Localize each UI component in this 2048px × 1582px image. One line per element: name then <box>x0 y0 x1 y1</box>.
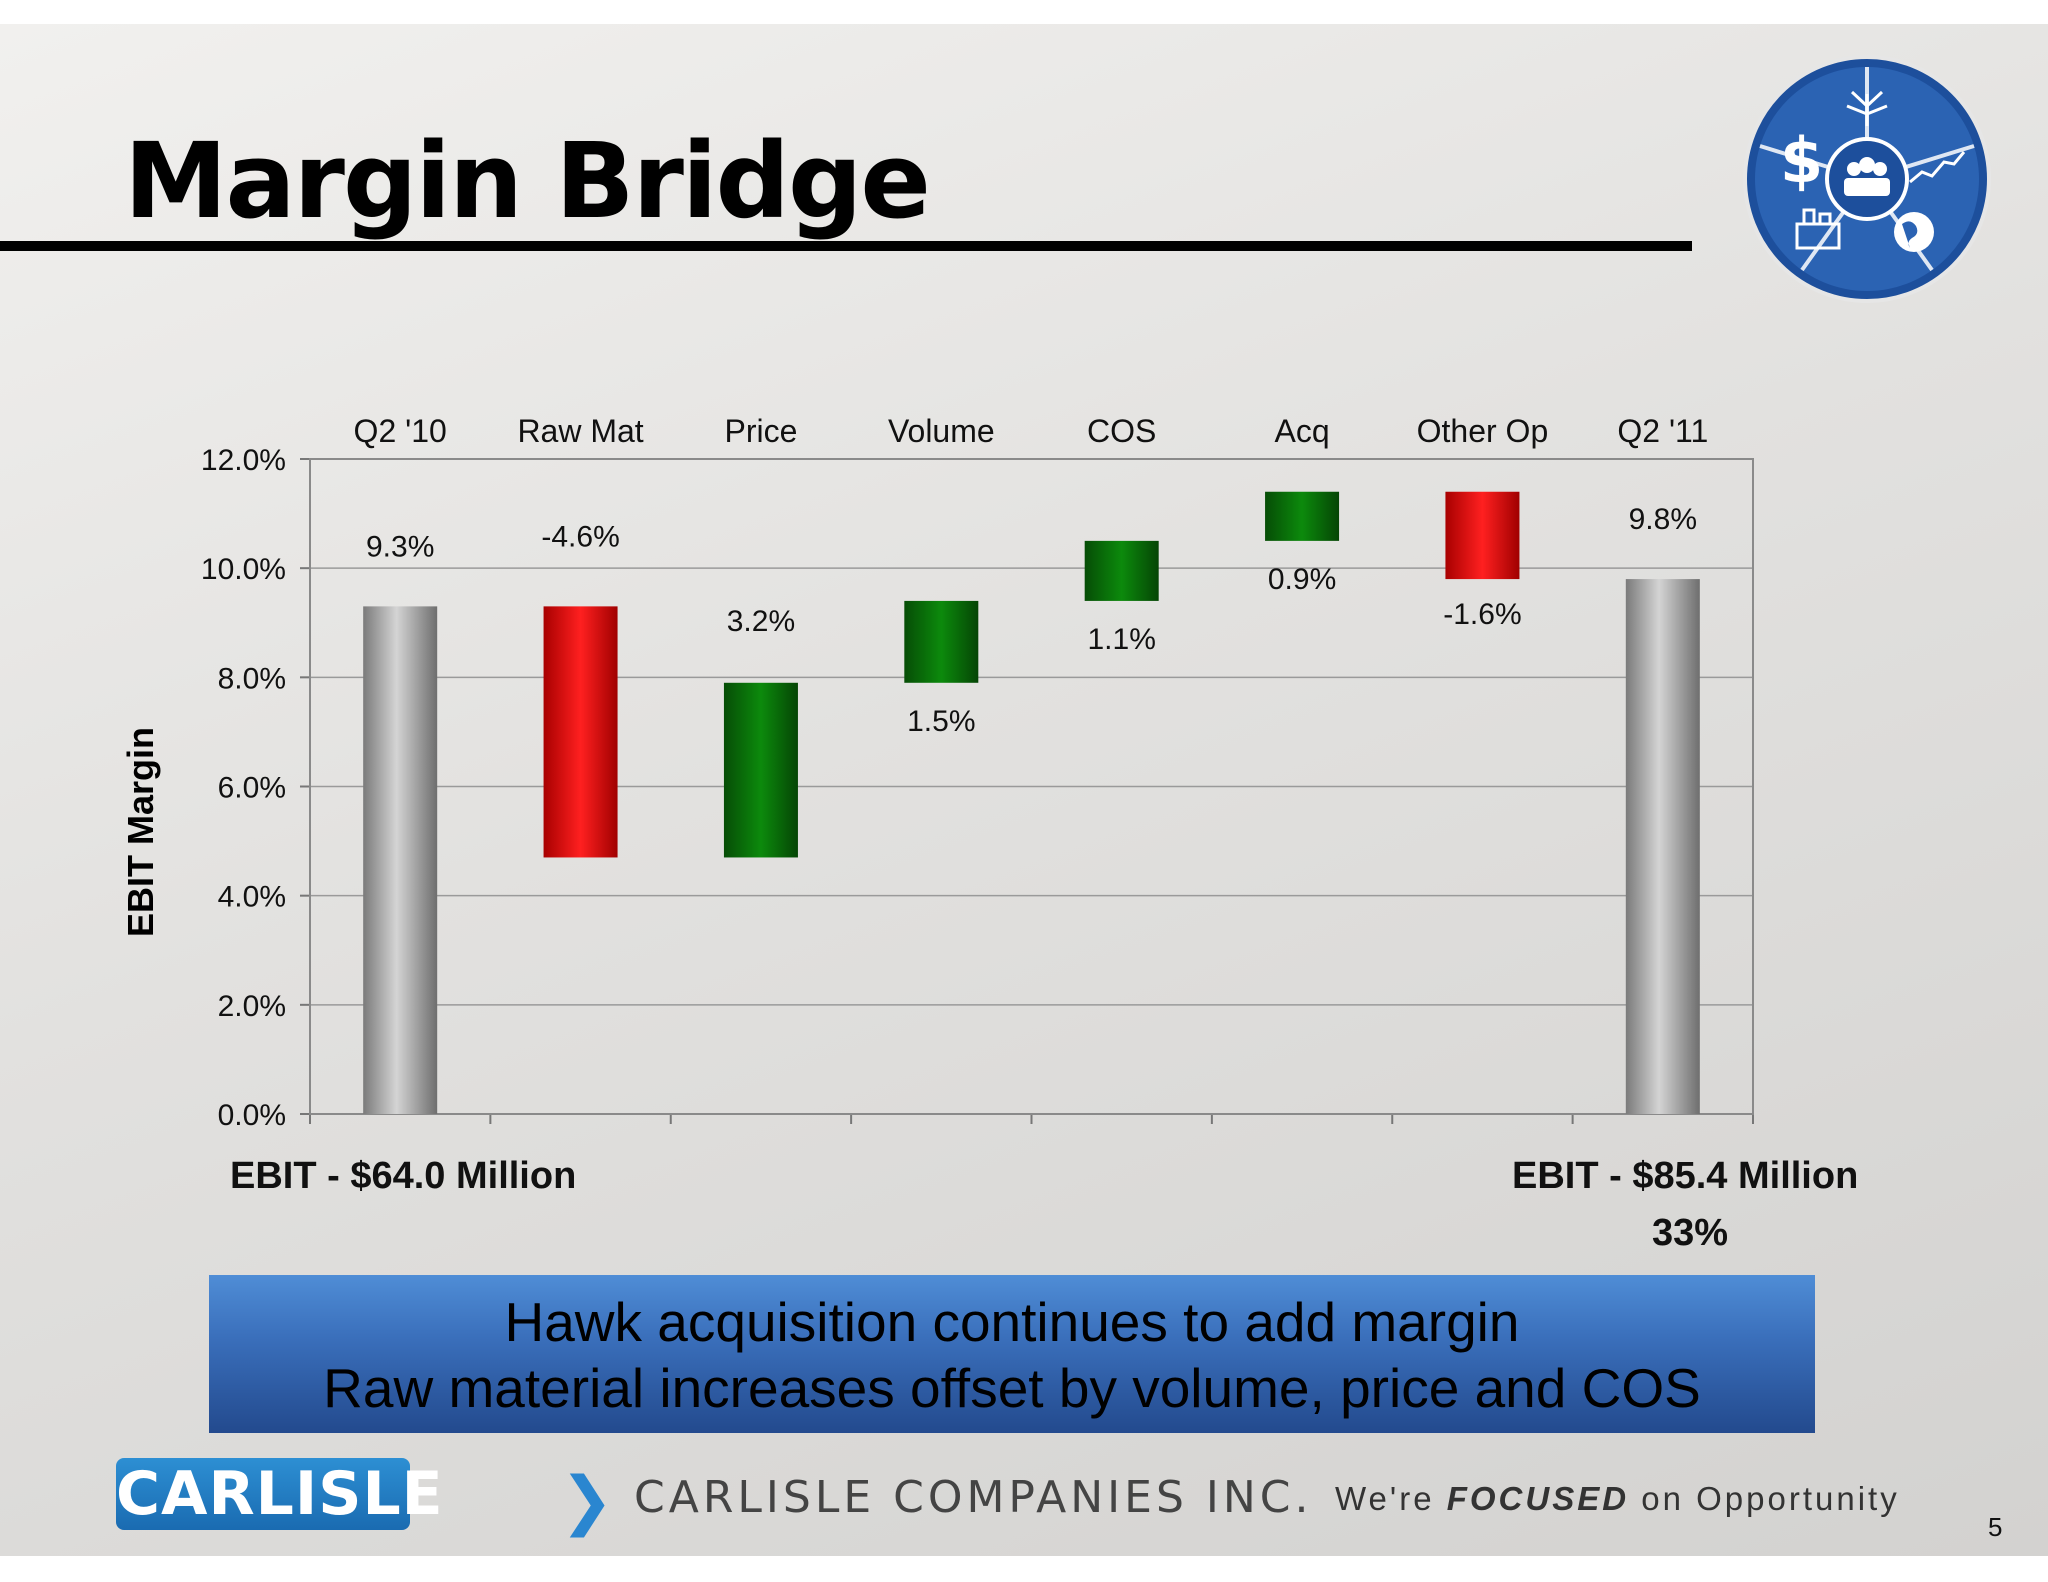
title-rule <box>0 241 1692 251</box>
company-wheel-logo: $ <box>1743 55 1991 303</box>
people-icon <box>1844 157 1890 196</box>
tree-icon <box>1846 90 1888 126</box>
factory-icon <box>1795 208 1841 250</box>
plot-area <box>309 458 1754 1115</box>
tagline-bold: FOCUSED <box>1446 1480 1630 1517</box>
y-tick-label: 0.0% <box>218 1099 286 1132</box>
tagline-pre: We're <box>1335 1480 1447 1517</box>
bar-increase <box>904 600 979 683</box>
footer-tagline: We're FOCUSED on Opportunity <box>1335 1480 1900 1518</box>
ebit-left: EBIT - $64.0 Million <box>230 1155 577 1197</box>
category-label: Q2 '11 <box>1617 413 1708 449</box>
summary-banner: Hawk acquisition continues to add margin… <box>209 1275 1815 1433</box>
bar-increase <box>1265 491 1340 541</box>
ebit-right: EBIT - $85.4 Million <box>1512 1155 1859 1197</box>
slide: Margin Bridge $ <box>0 24 2048 1556</box>
category-label: Price <box>724 413 797 449</box>
data-label: 1.5% <box>907 705 975 738</box>
y-tick-label: 6.0% <box>218 772 286 805</box>
tagline-post: on Opportunity <box>1629 1480 1900 1517</box>
bar-decrease <box>543 606 618 858</box>
data-label: 0.9% <box>1268 563 1336 596</box>
data-label: -1.6% <box>1443 598 1521 631</box>
category-label: Acq <box>1274 413 1329 449</box>
data-label: 9.3% <box>366 530 434 563</box>
y-tick-label: 8.0% <box>218 662 286 695</box>
footer-company-name: CARLISLE COMPANIES INC. <box>634 1472 1313 1523</box>
banner-line-2: Raw material increases offset by volume,… <box>323 1357 1701 1419</box>
dollar-icon: $ <box>1780 124 1823 197</box>
chevron-right-icon: ❯ <box>560 1464 614 1538</box>
y-tick-label: 12.0% <box>201 444 286 477</box>
chart-labels: 0.0% 2.0% 4.0% 6.0% 8.0% 10.0% 12.0% Q2 '10 Raw … <box>201 413 1708 1132</box>
category-label: Volume <box>888 413 995 449</box>
category-label: Other Op <box>1417 413 1549 449</box>
ebit-growth: 33% <box>1652 1212 1729 1254</box>
bar-increase <box>723 682 798 858</box>
y-tick-label: 10.0% <box>201 553 286 586</box>
bar-increase <box>1084 540 1159 601</box>
data-label: 3.2% <box>727 605 795 638</box>
slide-title: Margin Bridge <box>124 120 931 242</box>
category-label: COS <box>1087 413 1156 449</box>
bar-total <box>363 606 438 1114</box>
bar-total <box>1625 579 1700 1114</box>
carlisle-logo: CARLISLE <box>116 1458 444 1530</box>
growth-chart-icon <box>1909 151 1966 184</box>
category-label: Q2 '10 <box>354 413 447 449</box>
y-axis-label: EBIT Margin <box>120 727 161 937</box>
margin-bridge-chart: 0.0% 2.0% 4.0% 6.0% 8.0% 10.0% 12.0% Q2 '10 Raw … <box>120 413 1754 1132</box>
bar-decrease <box>1445 491 1520 580</box>
category-label: Raw Mat <box>517 413 643 449</box>
chart-grid <box>300 458 1754 1124</box>
y-tick-label: 4.0% <box>218 881 286 914</box>
y-tick-label: 2.0% <box>218 990 286 1023</box>
data-label: 9.8% <box>1629 503 1697 536</box>
globe-icon <box>1894 212 1934 252</box>
banner-line-1: Hawk acquisition continues to add margin <box>504 1291 1520 1353</box>
data-label: -4.6% <box>541 520 619 553</box>
data-label: 1.1% <box>1087 623 1155 656</box>
page-number: 5 <box>1988 1512 2003 1542</box>
chart-bars <box>363 491 1700 1114</box>
